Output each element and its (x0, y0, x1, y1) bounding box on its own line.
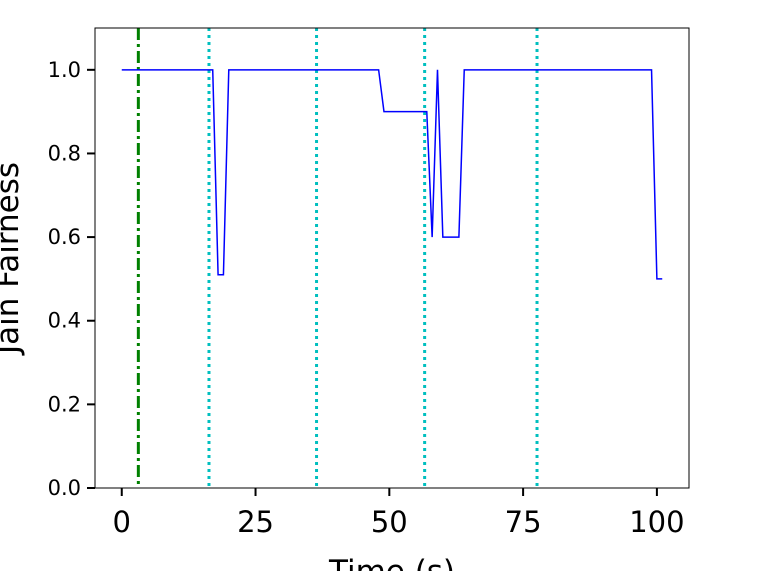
x-tick-label: 100 (629, 505, 684, 539)
plot-frame (94, 27, 690, 489)
x-tick-label: 25 (237, 505, 274, 539)
y-axis-label: Jain Fairness (0, 162, 26, 356)
y-ticks-layer: 0.0 0.2 0.4 0.6 0.8 1.0 (48, 58, 95, 500)
series-line-0 (121, 69, 663, 280)
y-tick-label: 0.0 (48, 476, 81, 500)
y-tick-label: 1.0 (48, 58, 81, 82)
x-tick-label: 0 (113, 505, 131, 539)
x-ticks-layer: 0 25 50 75 100 (113, 488, 685, 539)
series-layer (121, 69, 663, 280)
x-tick-label: 75 (505, 505, 542, 539)
y-tick-label: 0.2 (48, 392, 81, 416)
x-axis-label: Time (s) (328, 554, 455, 571)
y-tick-label: 0.8 (48, 141, 81, 165)
vertical-lines-layer (136, 28, 539, 488)
x-tick-label: 50 (371, 505, 408, 539)
y-tick-label: 0.4 (48, 309, 81, 333)
y-tick-label: 0.6 (48, 225, 81, 249)
